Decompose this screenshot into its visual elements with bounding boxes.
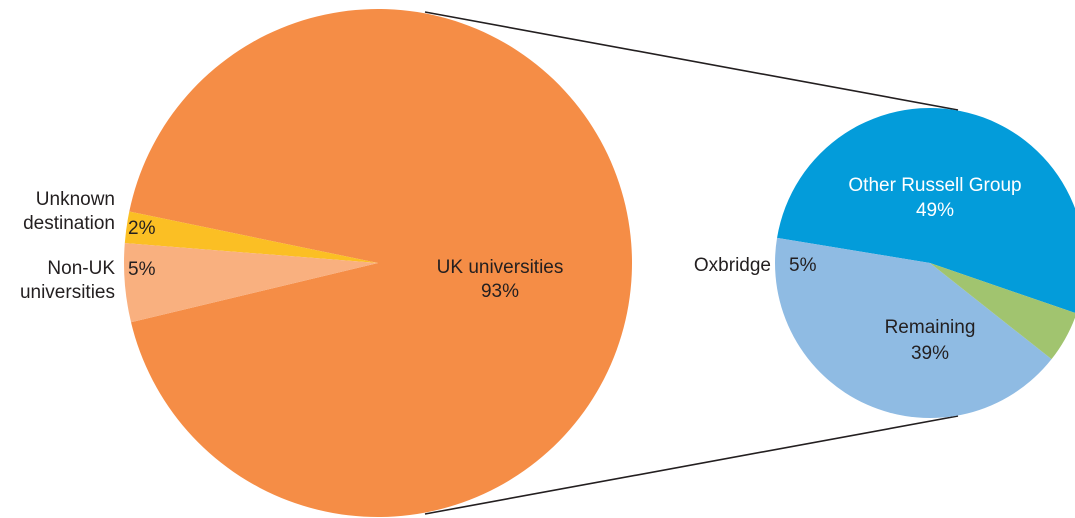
breakdown-pie xyxy=(775,108,1075,418)
connector-line-bottom xyxy=(424,415,959,515)
pie-slice-other-russell-group xyxy=(777,108,1075,313)
oxbridge-label: Oxbridge xyxy=(694,255,771,276)
uk-universities-value: 93% xyxy=(481,281,519,302)
pie-slice-remaining xyxy=(775,237,1052,418)
unknown-destination-value: 2% xyxy=(128,218,156,239)
main-pie xyxy=(124,8,632,517)
pie-slice-unknown-destination xyxy=(124,211,379,263)
connector-lines xyxy=(424,11,959,515)
pie-slice-oxbridge xyxy=(930,263,1075,360)
other-russell-group-value: 49% xyxy=(916,200,954,221)
connector-line-top xyxy=(424,11,959,111)
non-uk-universities-label-line2: universities xyxy=(20,282,115,303)
non-uk-universities-value: 5% xyxy=(128,259,156,280)
oxbridge-value: 5% xyxy=(789,255,817,276)
remaining-label: Remaining xyxy=(885,317,976,338)
remaining-value: 39% xyxy=(911,343,949,364)
pie-slice-non-uk-universities xyxy=(124,243,378,323)
non-uk-universities-label-line1: Non-UK xyxy=(47,258,115,279)
unknown-destination-label-line2: destination xyxy=(23,213,115,234)
pie-slice-uk-universities xyxy=(129,8,632,517)
other-russell-group-label: Other Russell Group xyxy=(848,175,1021,196)
uk-universities-label: UK universities xyxy=(437,257,564,278)
unknown-destination-label-line1: Unknown xyxy=(36,189,115,210)
